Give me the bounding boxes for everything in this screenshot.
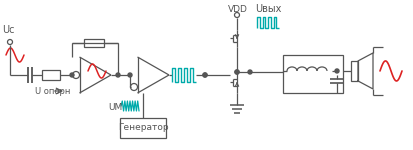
Circle shape [235,70,239,74]
Circle shape [128,73,132,77]
Text: Uвых: Uвых [255,4,281,14]
Circle shape [203,73,207,77]
Circle shape [70,73,74,77]
Bar [84,39,104,47]
Text: U опорн: U опорн [35,87,70,96]
Text: VDD: VDD [228,5,248,14]
Text: UМ: UМ [108,102,122,111]
Circle shape [116,73,120,77]
Bar [283,55,343,93]
Bar [42,70,60,80]
Circle shape [235,70,239,74]
Text: Uc: Uc [2,25,14,35]
Bar [351,61,358,81]
Circle shape [203,73,207,77]
Circle shape [335,69,339,73]
Bar [120,118,166,138]
Text: Генератор: Генератор [118,123,169,132]
Circle shape [248,70,252,74]
